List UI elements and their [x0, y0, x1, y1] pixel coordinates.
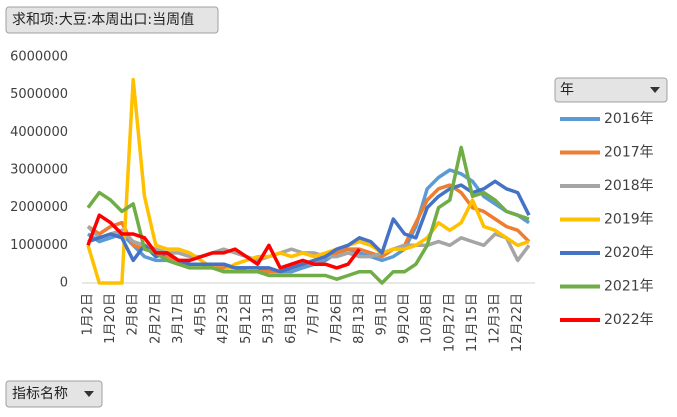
legend-label: 2020年	[604, 245, 654, 261]
y-tick-label: 4000000	[10, 125, 68, 140]
legend-label: 2016年	[604, 111, 654, 127]
axis-field-button[interactable]	[5, 380, 103, 408]
legend-label: 2018年	[604, 178, 654, 194]
legend-title: 年	[560, 82, 574, 98]
legend-label: 2019年	[604, 212, 654, 228]
y-tick-label: 0	[60, 276, 68, 291]
value-field-label: 求和项:大豆:本周出口:当周值	[12, 12, 194, 28]
x-tick-label: 2月8日	[126, 293, 141, 336]
y-tick-label: 1000000	[10, 238, 68, 253]
x-tick-label: 6月18日	[284, 293, 299, 344]
x-tick-label: 3月17日	[171, 293, 186, 344]
x-tick-label: 11月15日	[465, 293, 480, 352]
x-tick-label: 7月26日	[329, 293, 344, 344]
value-field-button[interactable]	[5, 6, 219, 34]
x-tick-label: 10月27日	[442, 293, 457, 352]
x-tick-label: 1月2日	[81, 293, 96, 336]
dropdown-arrow	[84, 391, 94, 397]
x-tick-label: 12月3日	[488, 293, 503, 344]
y-tick-label: 3000000	[10, 163, 68, 178]
x-tick-label: 4月5日	[194, 293, 209, 336]
dropdown-arrow	[650, 87, 660, 93]
x-tick-label: 5月12日	[239, 293, 254, 344]
x-tick-label: 5月31日	[261, 293, 276, 344]
y-tick-label: 2000000	[10, 200, 68, 215]
x-tick-label: 7月7日	[307, 293, 322, 336]
x-tick-label: 4月23日	[216, 293, 231, 344]
x-tick-label: 10月8日	[420, 293, 435, 344]
series-line	[86, 77, 530, 285]
series-line	[86, 145, 530, 285]
y-tick-label: 5000000	[10, 87, 68, 102]
x-tick-label: 12月22日	[510, 293, 525, 352]
x-tick-label: 1月20日	[103, 293, 118, 344]
legend-label: 2022年	[604, 312, 654, 328]
legend-field-button[interactable]	[554, 77, 668, 103]
axis-field-label: 指标名称	[12, 386, 68, 402]
series-line	[86, 213, 361, 270]
x-tick-label: 9月20日	[397, 293, 412, 344]
series-line	[86, 225, 531, 263]
x-tick-label: 2月27日	[148, 293, 163, 344]
y-tick-label: 6000000	[10, 50, 68, 65]
x-tick-label: 8月13日	[352, 293, 367, 344]
legend-label: 2021年	[604, 279, 654, 295]
legend-label: 2017年	[604, 145, 654, 161]
x-tick-label: 9月1日	[375, 293, 390, 336]
